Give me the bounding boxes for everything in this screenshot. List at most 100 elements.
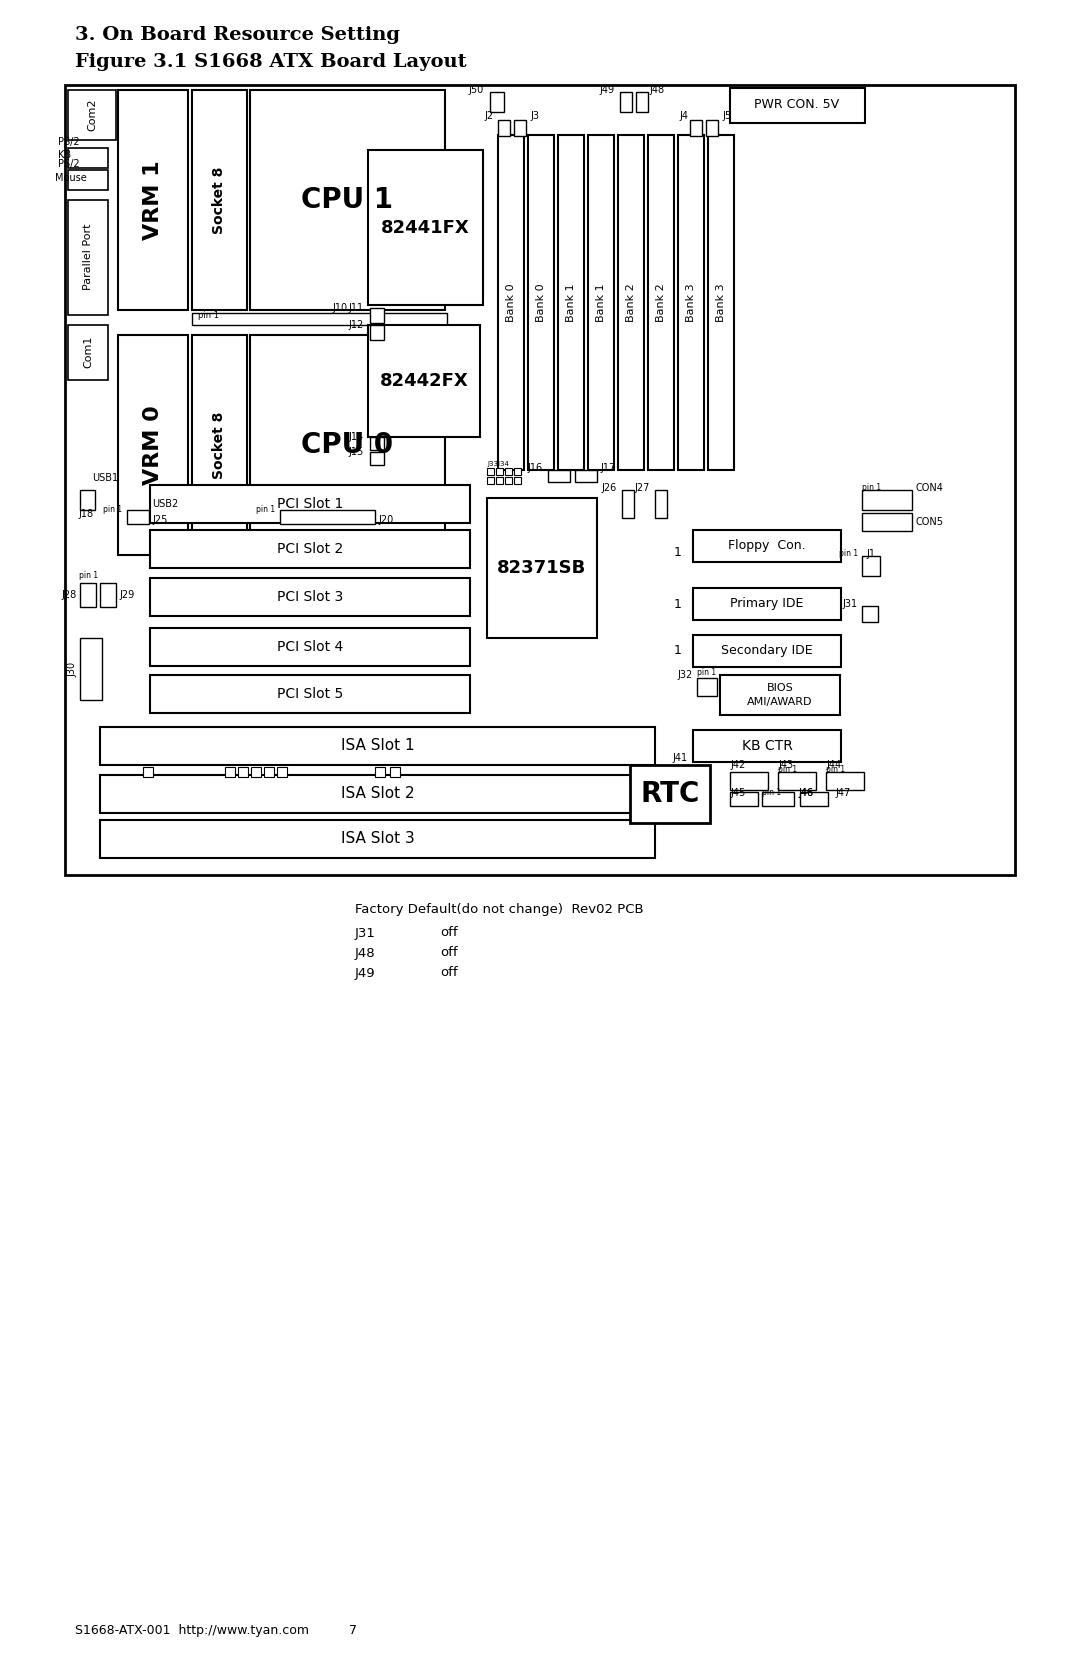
Text: Bank 2: Bank 2 xyxy=(626,284,636,322)
Bar xyxy=(150,674,470,713)
Bar xyxy=(514,477,521,484)
Text: pin 1: pin 1 xyxy=(826,766,846,774)
Text: Figure 3.1 S1668 ATX Board Layout: Figure 3.1 S1668 ATX Board Layout xyxy=(75,53,467,72)
Bar xyxy=(225,768,235,778)
Bar xyxy=(487,477,494,484)
Text: ISA Slot 3: ISA Slot 3 xyxy=(340,831,415,846)
Text: Bank 0: Bank 0 xyxy=(507,284,516,322)
Bar xyxy=(150,531,470,567)
Text: CPU 1: CPU 1 xyxy=(301,185,393,214)
Text: J33J34: J33J34 xyxy=(487,461,509,467)
Bar xyxy=(487,497,597,638)
Bar xyxy=(390,768,400,778)
Text: J12: J12 xyxy=(349,320,364,330)
Bar xyxy=(264,768,274,778)
Text: Bank 1: Bank 1 xyxy=(596,284,606,322)
Bar xyxy=(654,491,667,517)
Text: J48: J48 xyxy=(355,946,376,960)
Text: Primary IDE: Primary IDE xyxy=(730,598,804,611)
Text: J11: J11 xyxy=(349,304,364,314)
Bar xyxy=(276,768,287,778)
Bar xyxy=(100,582,116,608)
Bar xyxy=(618,135,644,471)
Text: PS/2: PS/2 xyxy=(58,137,80,147)
Text: VRM 1: VRM 1 xyxy=(143,160,163,240)
Bar xyxy=(80,582,96,608)
Text: off: off xyxy=(440,966,458,980)
Bar xyxy=(100,728,654,764)
Text: pin 1: pin 1 xyxy=(839,549,858,559)
Text: J15: J15 xyxy=(349,447,364,457)
Bar xyxy=(150,486,470,522)
Bar xyxy=(558,135,584,471)
Text: KB CTR: KB CTR xyxy=(742,739,793,753)
Bar xyxy=(762,793,794,806)
Text: pin 1: pin 1 xyxy=(198,312,219,320)
Text: CON4: CON4 xyxy=(916,482,944,492)
Bar xyxy=(620,92,632,112)
Bar xyxy=(862,512,912,531)
Bar xyxy=(118,90,188,310)
Text: J45: J45 xyxy=(730,788,745,798)
Bar xyxy=(487,467,494,476)
Bar xyxy=(588,135,615,471)
Bar xyxy=(528,135,554,471)
Text: pin 1: pin 1 xyxy=(256,506,275,514)
Text: Com2: Com2 xyxy=(87,98,97,132)
Text: J31: J31 xyxy=(355,926,376,940)
Bar xyxy=(127,511,149,524)
Bar xyxy=(68,90,116,140)
Text: Mouse: Mouse xyxy=(55,174,86,184)
Text: J27: J27 xyxy=(635,482,650,492)
Text: J10: J10 xyxy=(333,304,348,314)
Bar xyxy=(693,729,841,763)
Text: J18: J18 xyxy=(78,509,93,519)
Bar xyxy=(648,135,674,471)
Text: S1668-ATX-001  http://www.tyan.com          7: S1668-ATX-001 http://www.tyan.com 7 xyxy=(75,1624,357,1637)
Text: 1: 1 xyxy=(674,598,681,611)
Bar xyxy=(730,773,768,789)
Text: PCI Slot 4: PCI Slot 4 xyxy=(276,639,343,654)
Bar xyxy=(249,90,445,310)
Bar xyxy=(730,88,865,124)
Text: J26: J26 xyxy=(602,482,617,492)
Text: J43: J43 xyxy=(778,759,793,769)
Text: 82441FX: 82441FX xyxy=(380,219,470,237)
Bar xyxy=(862,491,912,511)
Bar xyxy=(826,773,864,789)
Bar xyxy=(249,335,445,556)
Bar xyxy=(622,491,634,517)
Bar xyxy=(251,768,261,778)
Text: VRM 0: VRM 0 xyxy=(143,406,163,486)
Text: Floppy  Con.: Floppy Con. xyxy=(728,539,806,552)
Text: J1: J1 xyxy=(866,549,876,559)
Bar xyxy=(706,120,718,135)
Text: ISA Slot 1: ISA Slot 1 xyxy=(340,738,415,753)
Bar xyxy=(192,314,447,325)
Text: J46: J46 xyxy=(798,788,813,798)
Bar xyxy=(68,200,108,315)
Text: J3: J3 xyxy=(530,112,539,120)
Bar xyxy=(370,325,384,340)
Text: J44: J44 xyxy=(826,759,841,769)
Text: pin 1: pin 1 xyxy=(862,484,881,492)
Bar xyxy=(548,471,570,482)
Text: Secondary IDE: Secondary IDE xyxy=(721,644,813,658)
Bar xyxy=(68,325,108,381)
Text: ISA Slot 2: ISA Slot 2 xyxy=(340,786,415,801)
Bar xyxy=(150,628,470,666)
Bar xyxy=(636,92,648,112)
Text: USB2: USB2 xyxy=(152,499,178,509)
Text: Parallel Port: Parallel Port xyxy=(83,224,93,290)
Text: J14: J14 xyxy=(349,432,364,442)
Text: pin 1: pin 1 xyxy=(778,766,797,774)
Bar xyxy=(708,135,734,471)
Bar xyxy=(575,471,597,482)
Text: Factory Default(do not change)  Rev02 PCB: Factory Default(do not change) Rev02 PCB xyxy=(355,903,644,916)
Text: PCI Slot 3: PCI Slot 3 xyxy=(276,591,343,604)
Text: off: off xyxy=(440,926,458,940)
Text: J25: J25 xyxy=(152,516,167,526)
Text: 82442FX: 82442FX xyxy=(380,372,469,391)
Text: 3. On Board Resource Setting: 3. On Board Resource Setting xyxy=(75,27,400,43)
Text: PWR CON. 5V: PWR CON. 5V xyxy=(755,98,839,112)
